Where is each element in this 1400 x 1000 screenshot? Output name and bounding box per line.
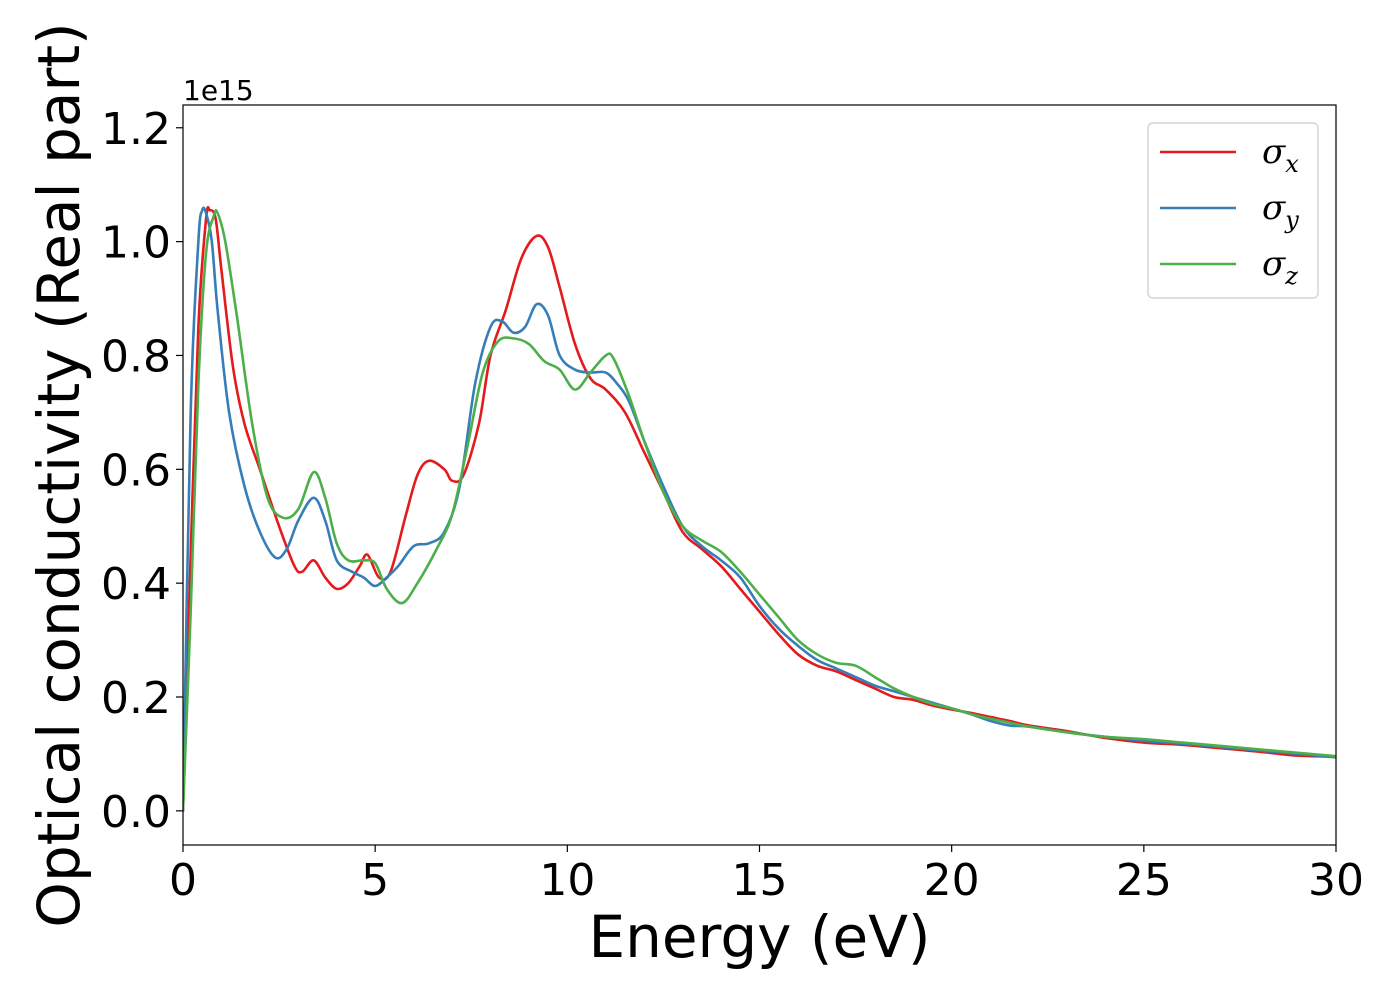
y-tick-label: 0.0 bbox=[101, 787, 171, 838]
y-tick-label: 1.2 bbox=[101, 104, 171, 155]
x-tick-label: 5 bbox=[361, 855, 389, 906]
legend-label: σx bbox=[1262, 132, 1299, 178]
y-tick-label: 0.8 bbox=[101, 331, 171, 382]
x-axis-title: Energy (eV) bbox=[588, 903, 930, 971]
x-tick-label: 0 bbox=[169, 855, 197, 906]
y-tick-label: 0.4 bbox=[101, 559, 171, 610]
legend-label: σy bbox=[1262, 188, 1299, 234]
x-tick-label: 10 bbox=[539, 855, 595, 906]
plot-series-group bbox=[183, 205, 1336, 813]
legend-box bbox=[1147, 122, 1319, 299]
y-axis-title: Optical conductivity (Real part) bbox=[25, 22, 93, 927]
y-axis-offset-label: 1e15 bbox=[183, 74, 254, 107]
y-axis: 0.0 0.2 0.4 0.6 0.8 1.0 1.2 bbox=[101, 104, 183, 838]
series-line-z bbox=[183, 209, 1336, 813]
legend-item-x: σx bbox=[1160, 132, 1299, 178]
x-tick-label: 20 bbox=[924, 855, 980, 906]
x-axis: 0 5 10 15 20 25 30 bbox=[169, 845, 1364, 906]
x-tick-label: 15 bbox=[732, 855, 788, 906]
y-tick-label: 0.2 bbox=[101, 673, 171, 724]
x-tick-label: 30 bbox=[1308, 855, 1364, 906]
y-tick-label: 0.6 bbox=[101, 445, 171, 496]
y-tick-label: 1.0 bbox=[101, 218, 171, 269]
x-tick-label: 25 bbox=[1116, 855, 1172, 906]
legend-item-z: σz bbox=[1160, 244, 1298, 290]
legend-label: σz bbox=[1262, 244, 1298, 290]
legend-item-y: σy bbox=[1160, 188, 1299, 234]
legend: σx σy σz bbox=[1147, 122, 1319, 299]
